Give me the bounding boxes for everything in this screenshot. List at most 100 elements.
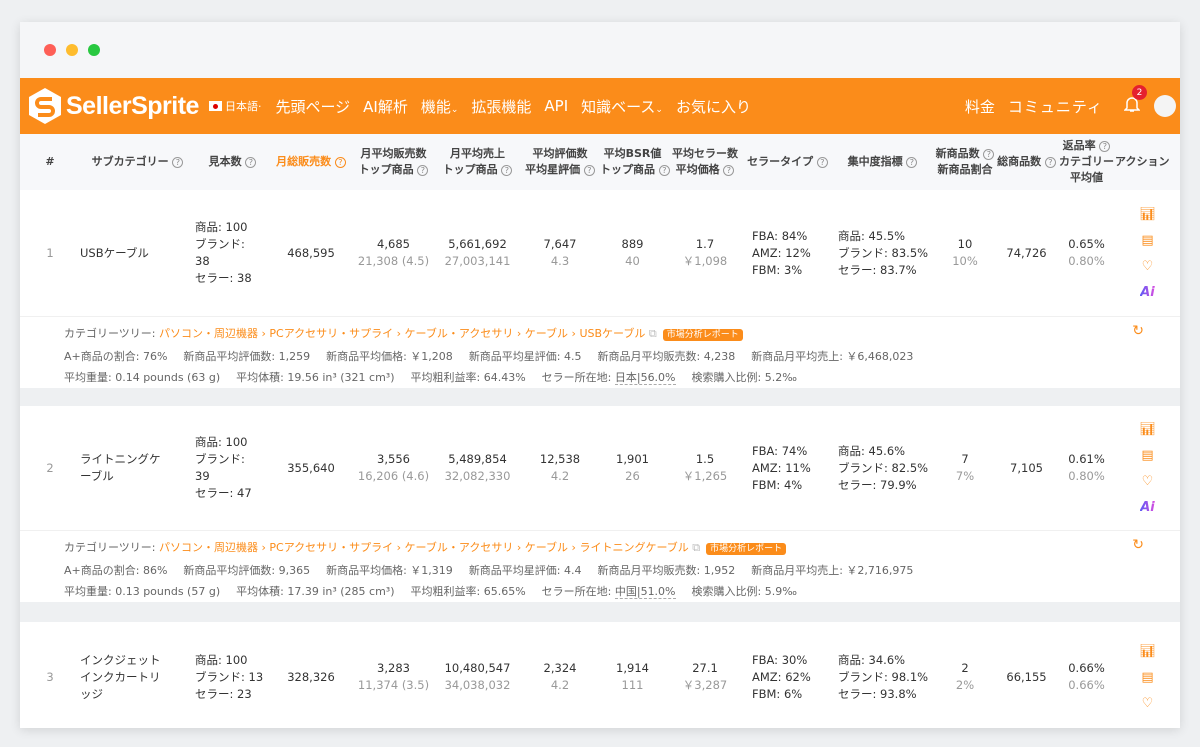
row-separator	[20, 602, 1180, 622]
avg-sales: 3,283 11,374 (3.5)	[357, 661, 430, 692]
detail-stat: 平均体積: 19.56 in³ (321 cm³)	[236, 371, 395, 384]
concentration-line: ブランド: 82.5%	[838, 460, 929, 475]
market-report-button[interactable]: 市場分析レポート	[662, 329, 743, 341]
avg-reviews: 12,538 4.2	[539, 452, 581, 483]
tree-label: カテゴリーツリー:	[64, 327, 159, 340]
category-breadcrumb[interactable]: パソコン・周辺機器 › PCアクセサリ・サプライ › ケーブル・アクセサリ › …	[158, 327, 646, 340]
heart-icon[interactable]: ♡	[1141, 258, 1154, 274]
nav-ai[interactable]: AI解析	[363, 97, 408, 116]
detail-stat: 平均粗利益率: 64.43%	[410, 371, 526, 384]
total-sales: 468,595	[287, 245, 335, 260]
row-separator	[20, 388, 1180, 406]
detail-stat: 平均重量: 0.14 pounds (63 g)	[64, 371, 221, 384]
col-total-sales[interactable]: 月総販売数 ?	[270, 154, 352, 170]
col-actions: アクション	[1115, 155, 1170, 168]
col-subcategory: サブカテゴリー ?	[80, 154, 195, 170]
ai-icon[interactable]: Ai	[1140, 284, 1155, 300]
external-link-icon[interactable]: ⧉	[648, 327, 657, 340]
total-sales: 355,640	[287, 460, 335, 475]
total-products: 7,105	[1010, 460, 1043, 475]
sample-line: 39	[195, 469, 210, 483]
top-nav: SellerSprite 日本語 · 先頭ページ AI解析 機能⌄ 拡張機能 AP…	[20, 78, 1180, 134]
detail-stat: 平均体積: 17.39 in³ (285 cm³)	[236, 585, 395, 598]
heart-icon[interactable]: ♡	[1141, 695, 1154, 711]
seller_type-line: FBA: 74%	[752, 443, 808, 458]
name-line: インクカートリ	[80, 669, 161, 684]
nav-pricing[interactable]: 料金	[964, 97, 995, 116]
avg-sellers: 1.7 ￥1,098	[682, 237, 728, 268]
close-button[interactable]	[44, 44, 56, 56]
tree-label: カテゴリーツリー:	[64, 541, 159, 554]
market-report-button[interactable]: 市場分析レポート	[706, 543, 787, 555]
table-body: 1 USBケーブル 商品: 100 ブランド: 38 セラー: 38 468,595 …	[20, 190, 1180, 728]
nav-home[interactable]: 先頭ページ	[275, 97, 351, 116]
concentration-line: セラー: 93.8%	[838, 686, 917, 701]
concentration: 商品: 34.6% ブランド: 98.1% セラー: 93.8%	[830, 652, 935, 703]
nav-api[interactable]: API	[544, 97, 569, 115]
seller_type-line: AMZ: 12%	[752, 245, 811, 260]
chart-icon[interactable]: 📊︎	[1139, 421, 1156, 437]
browser-window: SellerSprite 日本語 · 先頭ページ AI解析 機能⌄ 拡張機能 AP…	[20, 22, 1180, 728]
row-detail: カテゴリーツリー: パソコン・周辺機器 › PCアクセサリ・サプライ › ケーブ…	[20, 316, 1180, 388]
report-icon[interactable]: ▤	[1141, 669, 1154, 685]
table-row: 2 ライトニングケ ーブル 商品: 100 ブランド: 39 セラー: 47 355,6…	[20, 406, 1180, 530]
nav-extensions[interactable]: 拡張機能	[471, 97, 532, 116]
col-total-products: 総商品数 ?	[995, 154, 1058, 170]
concentration-line: 商品: 34.6%	[838, 652, 906, 667]
table-row: 1 USBケーブル 商品: 100 ブランド: 38 セラー: 38 468,595 …	[20, 190, 1180, 316]
nav-knowledge[interactable]: 知識ベース⌄	[581, 97, 663, 116]
subcategory-link[interactable]: USBケーブル	[80, 245, 195, 262]
detail-stat: 新商品平均価格: ￥1,319	[326, 564, 453, 577]
language-select[interactable]: 日本語 ·	[208, 98, 261, 114]
search-ratio: 検索購入比例: 5.9‰	[691, 585, 797, 598]
name-line: USBケーブル	[80, 245, 149, 260]
seller_type-line: FBA: 30%	[752, 652, 808, 667]
heart-icon[interactable]: ♡	[1141, 473, 1154, 489]
chart-icon[interactable]: 📊︎	[1139, 206, 1156, 222]
ai-icon[interactable]: Ai	[1140, 499, 1155, 515]
logo[interactable]: SellerSprite	[28, 87, 199, 125]
seller_type-line: FBM: 6%	[752, 686, 803, 701]
detail-stat: 新商品平均評価数: 1,259	[183, 350, 311, 363]
japan-flag-icon	[208, 101, 222, 111]
external-link-icon[interactable]: ⧉	[692, 541, 701, 554]
chart-icon[interactable]: 📊︎	[1139, 643, 1156, 659]
seller-location[interactable]: 日本|56.0%	[614, 371, 676, 385]
category-breadcrumb[interactable]: パソコン・周辺機器 › PCアクセサリ・サプライ › ケーブル・アクセサリ › …	[158, 541, 689, 554]
concentration-line: ブランド: 98.1%	[838, 669, 929, 684]
subcategory-link[interactable]: インクジェット インクカートリ ッジ	[80, 652, 195, 703]
row-index: 1	[46, 245, 54, 260]
maximize-button[interactable]	[88, 44, 100, 56]
report-icon[interactable]: ▤	[1141, 447, 1154, 463]
name-line: ライトニングケ	[80, 452, 161, 466]
seller-location[interactable]: 中国|51.0%	[614, 585, 676, 599]
nav-features[interactable]: 機能⌄	[420, 97, 459, 116]
avg-reviews: 2,324 4.2	[543, 661, 577, 692]
new-products: 2 2%	[955, 661, 975, 692]
nav-favorites[interactable]: お気に入り	[675, 97, 751, 116]
sample-line: ブランド:	[195, 452, 245, 466]
detail-stat: 新商品平均星評価: 4.4	[468, 564, 582, 577]
sample-count: 商品: 100 ブランド: 39 セラー: 47	[195, 434, 270, 502]
name-line: インクジェット	[80, 652, 161, 667]
avg-sales: 4,685 21,308 (4.5)	[357, 237, 430, 268]
minimize-button[interactable]	[66, 44, 78, 56]
detail-stat: 新商品月平均売上: ￥2,716,975	[751, 564, 914, 577]
notification-button[interactable]: 2	[1123, 85, 1147, 117]
logo-icon	[29, 88, 61, 124]
refresh-icon[interactable]: ↻	[1132, 537, 1144, 553]
seller_type-line: AMZ: 62%	[752, 669, 811, 684]
new-products: 10 10%	[952, 237, 978, 268]
avatar[interactable]	[1154, 95, 1176, 117]
nav-community[interactable]: コミュニティ	[1007, 97, 1103, 116]
report-icon[interactable]: ▤	[1141, 232, 1154, 248]
concentration: 商品: 45.5% ブランド: 83.5% セラー: 83.7%	[830, 228, 935, 279]
seller_type-line: FBM: 3%	[752, 262, 803, 277]
sample-line: 商品: 100	[195, 652, 248, 667]
sample-line: 38	[195, 254, 210, 268]
refresh-icon[interactable]: ↻	[1132, 323, 1144, 339]
subcategory-link[interactable]: ライトニングケ ーブル	[80, 451, 195, 485]
avg-reviews: 7,647 4.3	[543, 237, 577, 268]
col-avg-sales: 月平均販売数 トップ商品 ?	[358, 147, 429, 176]
seller-location-label: セラー所在地:	[541, 371, 615, 384]
